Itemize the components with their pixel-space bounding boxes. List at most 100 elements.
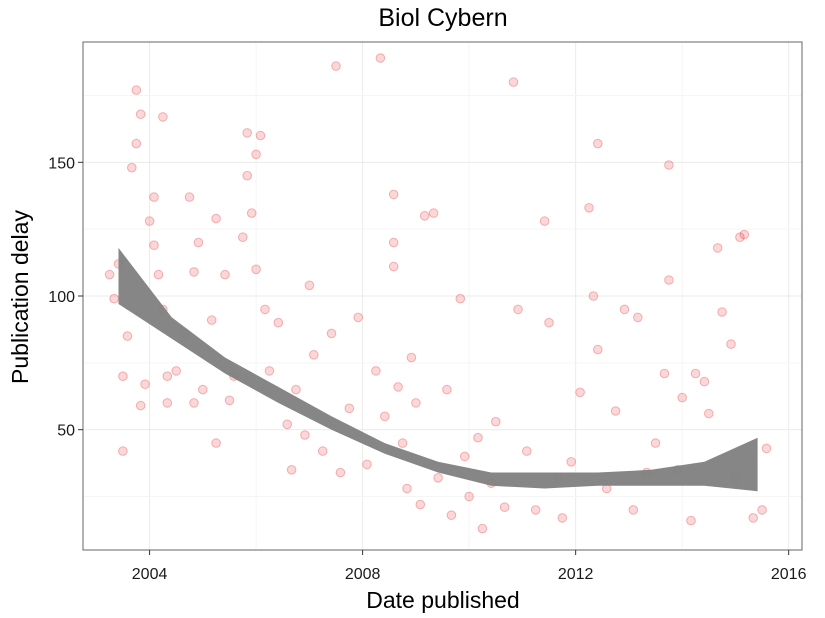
x-tick-label-2016: 2016 [771, 566, 807, 583]
data-point [344, 403, 355, 414]
data-point [131, 85, 142, 95]
data-point [566, 457, 577, 467]
data-point [739, 229, 750, 240]
data-point [686, 515, 696, 526]
data-point [690, 368, 701, 379]
data-point [362, 459, 372, 470]
data-point [140, 379, 150, 390]
data-point [388, 189, 399, 200]
data-point [522, 446, 532, 456]
data-point [335, 467, 346, 478]
data-point [122, 331, 133, 341]
data-point [499, 502, 510, 513]
data-point [109, 293, 119, 304]
data-point [291, 384, 301, 395]
data-point [131, 138, 142, 149]
chart-title: Biol Cybern [378, 4, 507, 32]
smooth-confidence-band [118, 247, 758, 492]
y-tick-label-100: 100 [48, 289, 75, 306]
data-point [446, 510, 457, 521]
data-point [309, 350, 319, 360]
data-point [650, 438, 661, 448]
data-point [477, 523, 488, 534]
data-point [575, 387, 585, 398]
data-point [184, 192, 195, 202]
data-point [242, 170, 252, 181]
data-point [198, 384, 208, 395]
data-point [224, 395, 235, 406]
data-point [726, 339, 736, 349]
data-point [304, 280, 315, 291]
data-point [428, 208, 439, 218]
data-point [513, 304, 523, 315]
data-point [473, 432, 483, 443]
data-point [748, 513, 759, 523]
data-point [282, 419, 293, 430]
data-point [246, 208, 257, 218]
data-point [735, 232, 745, 242]
data-point [162, 398, 173, 408]
data-point [415, 499, 426, 510]
data-point [300, 430, 310, 440]
data-point [264, 366, 275, 376]
data-point [677, 392, 688, 403]
data-point [491, 416, 501, 427]
y-tick-label-50: 50 [57, 423, 75, 440]
x-axis-label: Date published [366, 587, 519, 613]
data-point [659, 368, 670, 379]
data-point [331, 61, 341, 71]
data-point [419, 211, 430, 221]
data-point [397, 438, 408, 448]
data-point [459, 451, 470, 462]
data-points [104, 53, 772, 534]
data-point [699, 376, 710, 387]
data-point [135, 400, 146, 411]
data-point [544, 317, 554, 328]
data-point [238, 232, 248, 242]
data-point [189, 398, 199, 408]
data-point [442, 384, 452, 395]
data-point [557, 513, 568, 523]
data-point [757, 505, 767, 515]
data-point [149, 192, 159, 202]
data-point [104, 269, 115, 280]
data-point [118, 446, 128, 456]
data-point [619, 304, 630, 315]
data-point [220, 269, 230, 280]
data-point [712, 243, 723, 253]
data-point [273, 317, 284, 328]
data-point [464, 491, 474, 502]
data-point [153, 269, 164, 280]
y-tick-label-150: 150 [48, 155, 75, 172]
data-point [353, 312, 364, 323]
data-point [193, 237, 204, 248]
data-point [211, 213, 221, 224]
y-axis-label: Publication delay [7, 210, 33, 384]
data-point [286, 465, 297, 475]
data-point [717, 307, 727, 317]
data-point [211, 438, 221, 448]
data-point [664, 160, 674, 170]
data-point [411, 398, 421, 408]
data-point [251, 149, 261, 160]
data-point [158, 112, 168, 122]
data-point [326, 328, 337, 339]
data-point [375, 53, 386, 63]
axis-ticks [78, 161, 790, 555]
data-point [584, 203, 594, 213]
data-point [633, 312, 643, 323]
data-point [761, 443, 772, 454]
data-point [171, 366, 181, 376]
data-point [588, 291, 599, 301]
data-point [593, 138, 603, 149]
data-point [388, 237, 399, 248]
grid-lines [83, 42, 802, 550]
data-point [406, 352, 417, 363]
data-point [704, 408, 714, 419]
data-point [530, 505, 541, 515]
data-point [260, 304, 270, 315]
data-point [206, 315, 217, 325]
data-point [380, 411, 390, 422]
